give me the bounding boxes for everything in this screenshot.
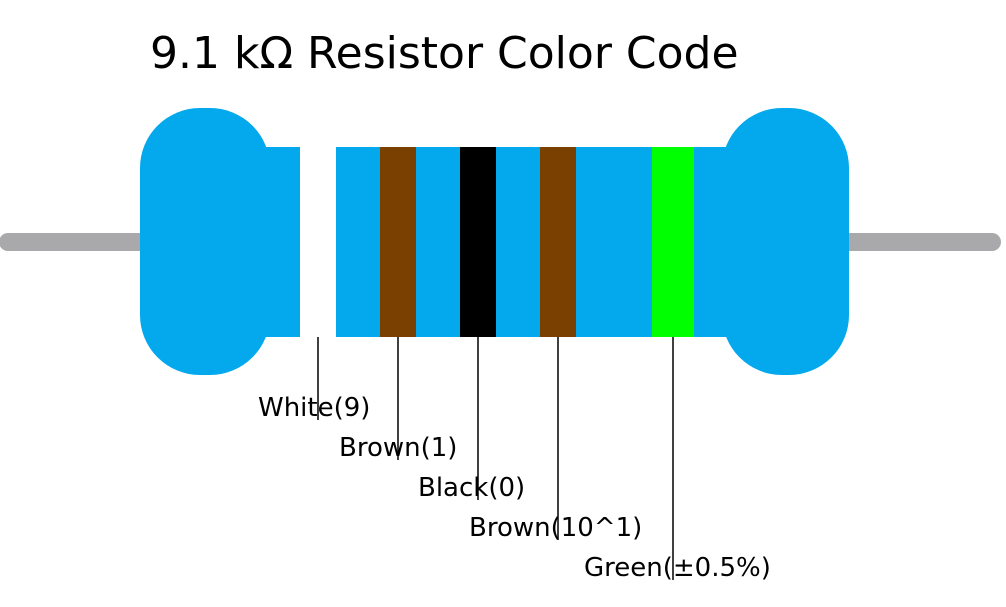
band-label-brown: Brown(1) [339, 433, 457, 463]
band-label-black: Black(0) [418, 473, 525, 503]
band-label-brown-multiplier: Brown(10^1) [469, 513, 642, 543]
band-3-black [460, 147, 496, 337]
band-label-green-tolerance: Green(±0.5%) [584, 553, 771, 583]
band-label-white: White(9) [258, 393, 370, 423]
diagram-title: 9.1 kΩ Resistor Color Code [150, 28, 739, 79]
leader-lines [317, 337, 674, 580]
band-2-brown [380, 147, 416, 337]
band-4-brown-multiplier [540, 147, 576, 337]
band-1-white [300, 147, 336, 337]
band-labels: White(9) Brown(1) Black(0) Brown(10^1) G… [258, 393, 771, 583]
band-5-green-tolerance [652, 147, 694, 337]
color-bands [300, 147, 694, 337]
